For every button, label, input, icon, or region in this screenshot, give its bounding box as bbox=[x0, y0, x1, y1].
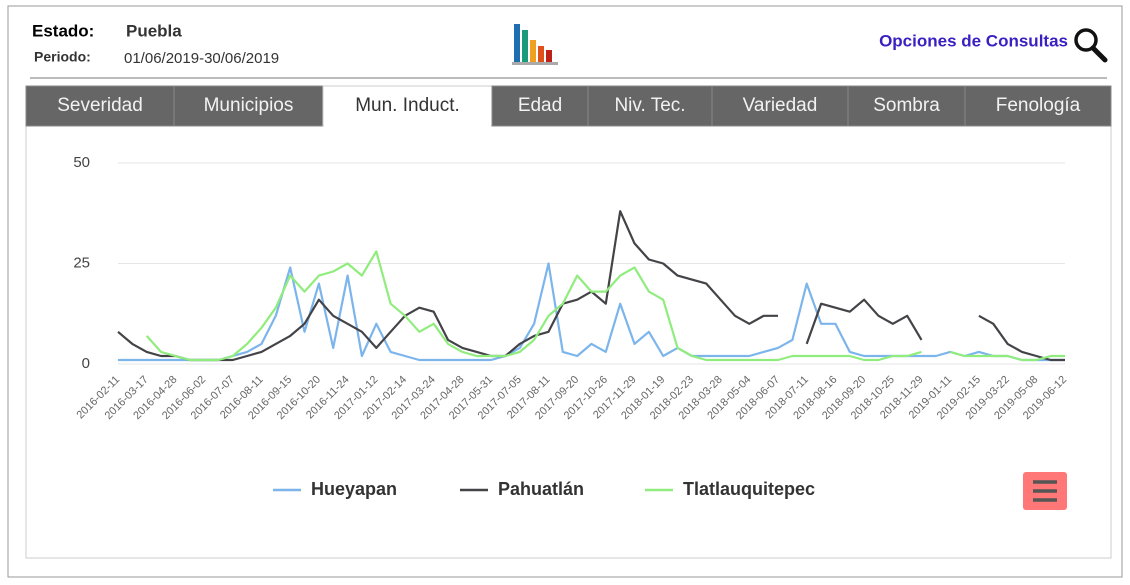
tab-label[interactable]: Municipios bbox=[204, 95, 294, 116]
chart-menu-button[interactable] bbox=[1023, 472, 1067, 510]
chart-icon bbox=[512, 24, 558, 65]
tab[interactable] bbox=[711, 85, 849, 127]
tab-cover bbox=[324, 124, 491, 128]
periodo: 01/06/2019-30/06/2019 bbox=[124, 50, 279, 67]
tab[interactable] bbox=[964, 85, 1112, 127]
y-tick-label: 0 bbox=[82, 355, 90, 372]
estado: Puebla bbox=[126, 21, 182, 40]
tab-label[interactable]: Fenología bbox=[996, 95, 1081, 116]
periodo-label: Periodo: bbox=[34, 49, 91, 65]
tab[interactable] bbox=[322, 85, 493, 127]
tab-label[interactable]: Edad bbox=[518, 95, 562, 116]
search-icon[interactable] bbox=[1074, 28, 1108, 63]
tab-label[interactable]: Severidad bbox=[57, 95, 143, 116]
tab-label[interactable]: Variedad bbox=[743, 95, 818, 116]
tab-label[interactable]: Sombra bbox=[873, 95, 940, 116]
series-line bbox=[145, 250, 1065, 362]
estado-label: Estado: bbox=[32, 21, 94, 40]
legend-label: Tlatlauquitepec bbox=[683, 479, 815, 499]
legend-label: Hueyapan bbox=[311, 479, 397, 499]
y-tick-label: 25 bbox=[73, 254, 90, 271]
legend-label: Pahuatlán bbox=[498, 479, 584, 499]
tab-label[interactable]: Niv. Tec. bbox=[614, 95, 685, 116]
y-tick-label: 50 bbox=[73, 154, 90, 171]
chart-frame bbox=[25, 125, 1112, 559]
tab[interactable] bbox=[847, 85, 966, 127]
options-link[interactable]: Opciones de Consultas bbox=[879, 31, 1068, 50]
series-line bbox=[117, 210, 1065, 362]
tab-label[interactable]: Mun. Induct. bbox=[355, 95, 460, 116]
